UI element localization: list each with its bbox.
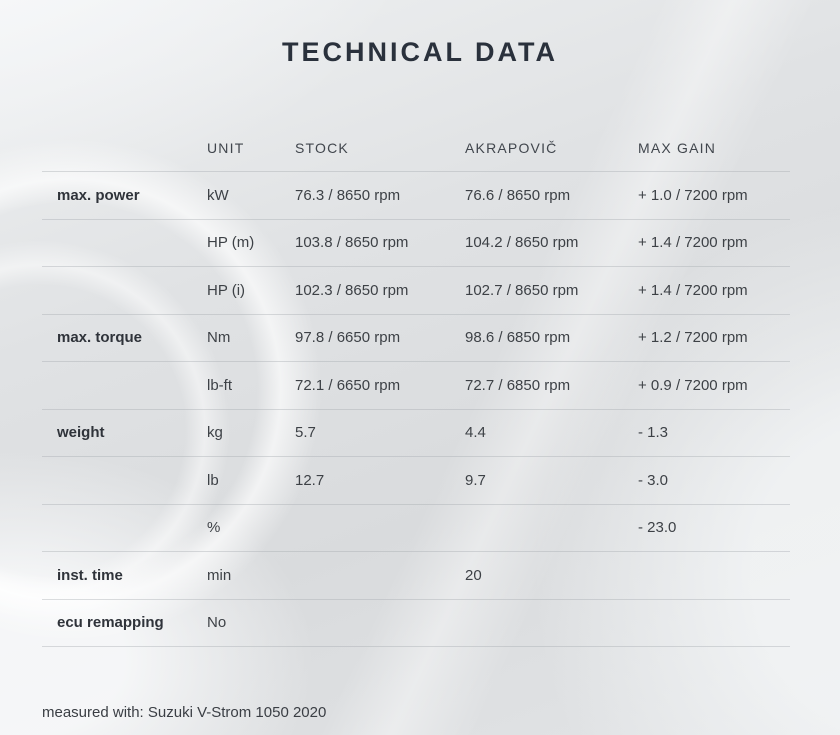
- unit-cell: %: [207, 519, 221, 537]
- unit-cell: Nm: [207, 329, 231, 347]
- table-row-max-torque-lbft: lb-ft 72.1 / 6650 rpm 72.7 / 6850 rpm + …: [42, 362, 790, 410]
- table-row-max-power-hp-m: HP (m) 103.8 / 8650 rpm 104.2 / 8650 rpm…: [42, 220, 790, 267]
- unit-cell: No: [207, 614, 227, 632]
- column-header-stock: STOCK: [295, 139, 349, 156]
- max-gain-cell: + 0.9 / 7200 rpm: [638, 376, 748, 394]
- table-row-max-torque-nm: max. torque Nm 97.8 / 6650 rpm 98.6 / 68…: [42, 315, 790, 362]
- akrapovic-cell: 72.7 / 6850 rpm: [465, 376, 571, 394]
- akrapovic-cell: 102.7 / 8650 rpm: [465, 281, 579, 299]
- max-gain-cell: + 1.2 / 7200 rpm: [638, 329, 748, 347]
- akrapovic-cell: 9.7: [465, 471, 486, 489]
- stock-cell: 12.7: [295, 471, 325, 489]
- unit-cell: min: [207, 566, 232, 584]
- max-gain-cell: + 1.4 / 7200 rpm: [638, 234, 748, 252]
- akrapovic-cell: 20: [465, 566, 482, 584]
- akrapovic-cell: 4.4: [465, 424, 486, 442]
- unit-cell: lb: [207, 471, 219, 489]
- unit-cell: kW: [207, 186, 229, 204]
- stock-cell: 72.1 / 6650 rpm: [295, 376, 401, 394]
- akrapovic-cell: 98.6 / 6850 rpm: [465, 329, 571, 347]
- max-gain-cell: + 1.0 / 7200 rpm: [638, 186, 748, 204]
- column-header-unit: UNIT: [207, 139, 245, 156]
- max-gain-cell: + 1.4 / 7200 rpm: [638, 281, 748, 299]
- stock-cell: 76.3 / 8650 rpm: [295, 186, 401, 204]
- unit-cell: kg: [207, 424, 223, 442]
- max-gain-cell: - 3.0: [638, 471, 669, 489]
- akrapovic-cell: 104.2 / 8650 rpm: [465, 234, 579, 252]
- unit-cell: HP (m): [207, 234, 255, 252]
- row-label: inst. time: [57, 566, 123, 584]
- column-header-max-gain: MAX GAIN: [638, 139, 717, 156]
- table-row-weight-kg: weight kg 5.7 4.4 - 1.3: [42, 410, 790, 457]
- row-label: max. power: [57, 186, 140, 204]
- table-row-ecu-remapping: ecu remapping No: [42, 600, 790, 647]
- row-label: weight: [57, 424, 105, 442]
- unit-cell: HP (i): [207, 281, 246, 299]
- table-header-row: UNIT STOCK AKRAPOVIČ MAX GAIN: [42, 124, 790, 172]
- row-label: max. torque: [57, 329, 143, 347]
- page-title: TECHNICAL DATA: [282, 37, 558, 67]
- akrapovic-cell: 76.6 / 8650 rpm: [465, 186, 571, 204]
- stock-cell: 5.7: [295, 424, 316, 442]
- column-header-akrapovic: AKRAPOVIČ: [465, 139, 558, 156]
- table-row-weight-lb: lb 12.7 9.7 - 3.0: [42, 457, 790, 505]
- technical-data-table: UNIT STOCK AKRAPOVIČ MAX GAIN max. power…: [42, 124, 790, 647]
- max-gain-cell: - 23.0: [638, 519, 677, 537]
- row-label: ecu remapping: [57, 614, 164, 632]
- table-row-weight-percent: % - 23.0: [42, 505, 790, 552]
- stock-cell: 102.3 / 8650 rpm: [295, 281, 409, 299]
- max-gain-cell: - 1.3: [638, 424, 669, 442]
- stock-cell: 97.8 / 6650 rpm: [295, 329, 401, 347]
- table-row-inst-time: inst. time min 20: [42, 552, 790, 600]
- table-row-max-power-hp-i: HP (i) 102.3 / 8650 rpm 102.7 / 8650 rpm…: [42, 267, 790, 315]
- stock-cell: 103.8 / 8650 rpm: [295, 234, 409, 252]
- table-row-max-power-kw: max. power kW 76.3 / 8650 rpm 76.6 / 865…: [42, 172, 790, 220]
- measured-with-note: measured with: Suzuki V-Strom 1050 2020: [42, 704, 327, 721]
- unit-cell: lb-ft: [207, 376, 233, 394]
